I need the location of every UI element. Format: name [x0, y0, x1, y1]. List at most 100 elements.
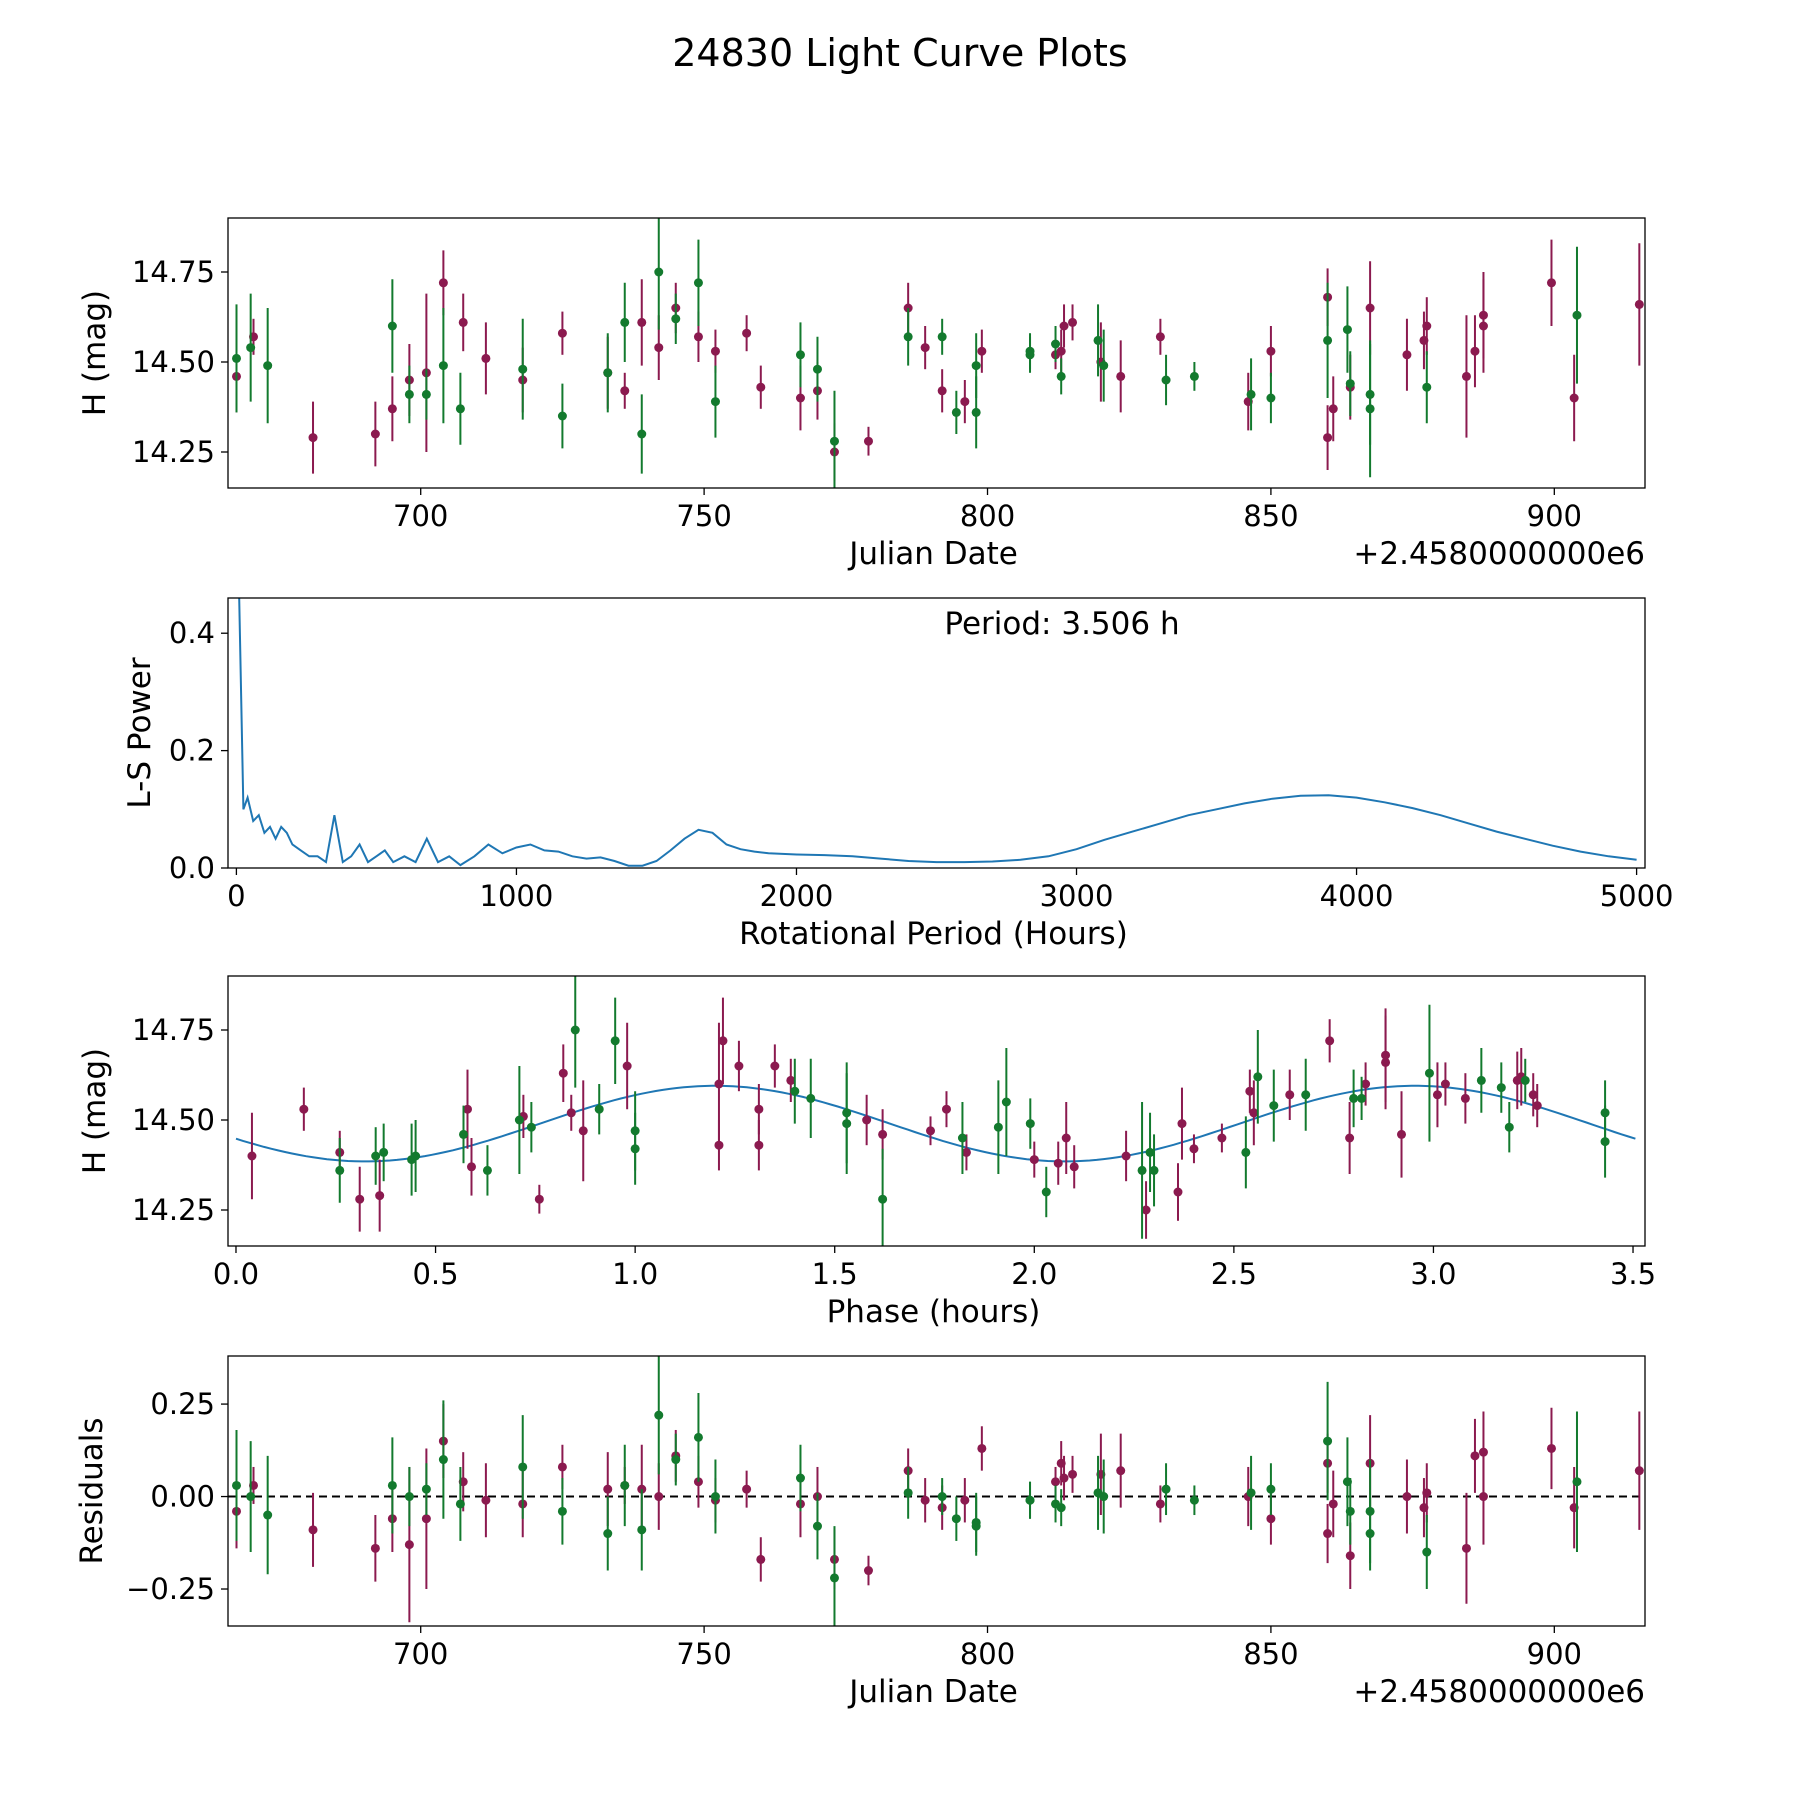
data-point — [1189, 1485, 1199, 1516]
point-marker — [1189, 371, 1199, 381]
point-marker — [863, 436, 873, 446]
data-point — [1059, 304, 1069, 348]
point-marker — [1141, 1205, 1151, 1215]
data-point — [790, 1058, 800, 1124]
point-marker — [1365, 404, 1375, 414]
point-marker — [671, 1455, 681, 1465]
point-marker — [1053, 1158, 1063, 1168]
data-point — [1345, 1102, 1355, 1174]
point-marker — [1461, 1543, 1471, 1553]
data-point — [654, 218, 664, 330]
data-point — [1422, 351, 1432, 424]
point-marker — [246, 1492, 256, 1502]
data-point — [770, 1044, 780, 1088]
point-marker — [806, 1093, 816, 1103]
data-point — [1402, 318, 1412, 391]
point-marker — [693, 278, 703, 288]
point-marker — [1440, 1079, 1450, 1089]
point-marker — [993, 1122, 1003, 1132]
point-marker — [1546, 1443, 1556, 1453]
x-axis-label: Julian Date — [847, 536, 1018, 572]
data-point — [558, 1044, 568, 1102]
point-marker — [937, 1492, 947, 1502]
data-point — [1325, 1019, 1335, 1063]
data-point — [829, 390, 839, 488]
point-marker — [1189, 1144, 1199, 1154]
point-marker — [693, 332, 703, 342]
data-point — [630, 1091, 640, 1171]
data-point — [1470, 315, 1480, 388]
point-marker — [1061, 1133, 1071, 1143]
point-marker — [637, 429, 647, 439]
data-point — [671, 293, 681, 344]
point-marker — [630, 1126, 640, 1136]
point-marker — [455, 404, 465, 414]
data-point — [1061, 1102, 1071, 1174]
data-point — [459, 1105, 469, 1164]
data-point — [1161, 1463, 1171, 1516]
point-marker — [937, 386, 947, 396]
data-point — [1546, 239, 1556, 326]
point-marker — [263, 361, 273, 371]
point-marker — [1402, 350, 1412, 360]
data-point — [710, 1459, 720, 1534]
data-point — [654, 1356, 664, 1475]
point-marker — [1029, 1155, 1039, 1165]
data-point — [1249, 1080, 1259, 1146]
data-point — [795, 322, 805, 388]
point-marker — [1422, 1547, 1432, 1557]
data-point — [829, 1526, 839, 1626]
x-axis-label: Julian Date — [847, 1674, 1018, 1710]
point-marker — [718, 1036, 728, 1046]
point-marker — [1173, 1187, 1183, 1197]
point-marker — [812, 1521, 822, 1531]
data-point — [1461, 315, 1471, 438]
point-marker — [1476, 1075, 1486, 1085]
data-point — [481, 322, 491, 395]
data-point — [518, 1415, 528, 1519]
point-marker — [1461, 371, 1471, 381]
data-point — [920, 326, 930, 370]
point-marker — [734, 1061, 744, 1071]
point-marker — [482, 1165, 492, 1175]
data-point — [693, 1392, 703, 1482]
plot-area — [228, 1356, 1645, 1626]
data-point — [603, 333, 613, 413]
data-point — [937, 1478, 947, 1516]
data-point — [1141, 1181, 1151, 1239]
point-marker — [566, 1108, 576, 1118]
data-point — [1532, 1084, 1542, 1128]
point-marker — [710, 1492, 720, 1502]
point-marker — [926, 1126, 936, 1136]
data-point — [842, 1073, 852, 1174]
point-marker — [438, 361, 448, 371]
point-marker — [1246, 389, 1256, 399]
point-marker — [370, 1543, 380, 1553]
data-point — [620, 372, 630, 409]
data-point — [1432, 1062, 1442, 1128]
point-marker — [620, 1480, 630, 1490]
data-point — [1145, 1112, 1155, 1192]
point-marker — [1025, 1119, 1035, 1129]
point-marker — [756, 1554, 766, 1564]
data-point — [387, 279, 397, 373]
data-point — [1422, 297, 1432, 355]
point-marker — [756, 382, 766, 392]
point-marker — [1241, 1147, 1251, 1157]
point-marker — [1253, 1072, 1263, 1082]
point-marker — [786, 1075, 796, 1085]
point-marker — [812, 364, 822, 374]
data-point — [971, 376, 981, 449]
point-marker — [1520, 1075, 1530, 1085]
point-marker — [308, 433, 318, 443]
point-marker — [1600, 1137, 1610, 1147]
data-point — [1422, 1463, 1432, 1523]
point-marker — [1145, 1147, 1155, 1157]
point-marker — [1504, 1122, 1514, 1132]
data-point — [1424, 1004, 1434, 1142]
point-marker — [1496, 1083, 1506, 1093]
x-tick-label: 800 — [960, 1637, 1015, 1671]
point-marker — [1478, 1492, 1488, 1502]
data-point — [1116, 340, 1126, 413]
data-point — [941, 1091, 951, 1128]
